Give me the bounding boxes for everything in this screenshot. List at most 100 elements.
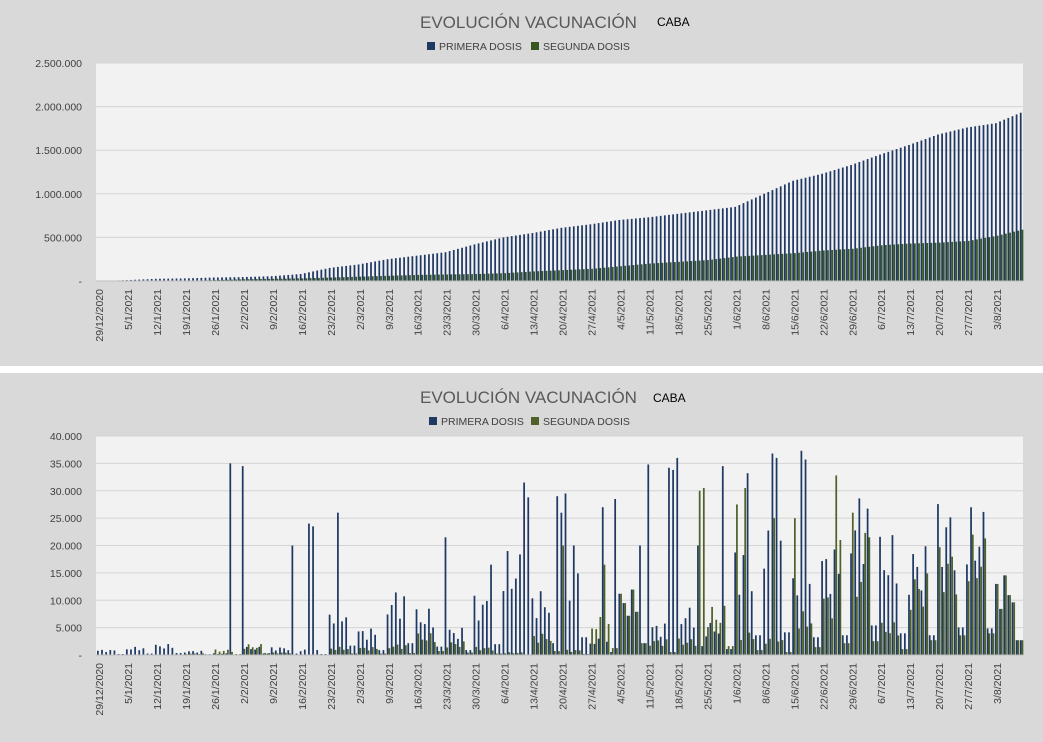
bar-primera-dosis <box>775 188 778 281</box>
bar-primera-dosis <box>688 212 691 281</box>
x-tick-label: 18/5/2021 <box>673 289 685 336</box>
x-tick-label: 23/3/2021 <box>442 663 454 710</box>
bar-primera-dosis <box>432 253 434 281</box>
x-tick-label: 27/7/2021 <box>963 663 975 710</box>
bar-primera-dosis <box>717 208 720 281</box>
x-tick-label: 9/2/2021 <box>268 289 280 330</box>
bar-segunda-dosis <box>318 277 320 281</box>
bar-segunda-dosis <box>417 633 420 655</box>
bar-segunda-dosis <box>645 263 647 281</box>
bar-segunda-dosis <box>628 615 631 655</box>
bar-segunda-dosis <box>558 270 560 281</box>
bar-primera-dosis <box>783 184 786 281</box>
bar-segunda-dosis <box>599 616 602 655</box>
bar-segunda-dosis <box>760 650 763 655</box>
bar-segunda-dosis <box>305 278 308 281</box>
bar-primera-dosis <box>105 651 108 655</box>
x-tick-label: 2/3/2021 <box>355 663 367 704</box>
bar-primera-dosis <box>477 620 480 655</box>
bar-segunda-dosis <box>897 244 900 281</box>
bar-primera-dosis <box>668 467 670 655</box>
bar-segunda-dosis <box>967 240 970 281</box>
bar-primera-dosis <box>982 511 985 655</box>
x-tick-label: 26/1/2021 <box>210 289 222 336</box>
bar-primera-dosis <box>382 650 385 655</box>
bar-primera-dosis <box>370 262 372 281</box>
bar-primera-dosis <box>258 276 261 281</box>
bar-primera-dosis <box>879 154 881 281</box>
bar-primera-dosis <box>680 624 683 655</box>
bar-primera-dosis <box>734 552 737 655</box>
bar-primera-dosis <box>891 150 894 281</box>
bar-primera-dosis <box>490 240 492 281</box>
bar-segunda-dosis <box>988 237 991 281</box>
bar-primera-dosis <box>895 583 898 655</box>
bar-segunda-dosis <box>868 246 871 281</box>
bar-primera-dosis <box>908 594 910 655</box>
y-tick-label: 500.000 <box>44 232 82 244</box>
bar-segunda-dosis <box>359 276 362 281</box>
bar-primera-dosis <box>688 607 691 655</box>
bar-segunda-dosis <box>380 653 382 655</box>
bar-primera-dosis <box>800 178 803 281</box>
x-tick-label: 23/2/2021 <box>326 663 338 710</box>
bar-primera-dosis <box>291 274 294 281</box>
x-tick-label: 26/1/2021 <box>210 663 222 710</box>
bar-primera-dosis <box>316 270 319 281</box>
bar-segunda-dosis <box>603 267 606 281</box>
bar-segunda-dosis <box>752 255 755 281</box>
bar-segunda-dosis <box>1005 233 1007 281</box>
bar-segunda-dosis <box>280 652 283 655</box>
bar-primera-dosis <box>978 125 981 281</box>
bar-segunda-dosis <box>885 245 887 281</box>
x-tick-label: 20/4/2021 <box>558 663 570 710</box>
bar-segunda-dosis <box>694 645 697 655</box>
bar-segunda-dosis <box>243 279 246 281</box>
bar-segunda-dosis <box>769 254 771 281</box>
bar-primera-dosis <box>862 564 865 655</box>
bar-primera-dosis <box>407 256 410 281</box>
bar-segunda-dosis <box>711 259 713 281</box>
bar-primera-dosis <box>717 633 720 655</box>
bar-primera-dosis <box>759 195 761 281</box>
bar-primera-dosis <box>899 147 902 281</box>
bar-primera-dosis <box>436 253 439 281</box>
bar-primera-dosis <box>726 649 728 655</box>
bar-segunda-dosis <box>516 272 519 281</box>
bar-segunda-dosis <box>864 247 867 281</box>
y-tick-label: - <box>79 276 83 288</box>
bar-primera-dosis <box>771 453 774 655</box>
bar-segunda-dosis <box>384 275 387 281</box>
bar-segunda-dosis <box>624 603 627 655</box>
bar-primera-dosis <box>995 123 997 281</box>
bar-primera-dosis <box>283 648 285 655</box>
bar-primera-dosis <box>556 228 559 281</box>
bar-segunda-dosis <box>400 275 403 281</box>
bar-segunda-dosis <box>595 268 598 281</box>
chart-subtitle: CABA <box>653 391 686 405</box>
bar-primera-dosis <box>601 507 604 655</box>
bar-primera-dosis <box>1007 595 1010 655</box>
bar-primera-dosis <box>825 172 828 281</box>
bar-primera-dosis <box>903 633 906 655</box>
bar-primera-dosis <box>448 251 451 281</box>
bar-primera-dosis <box>692 627 695 655</box>
y-tick-label: 20.000 <box>50 541 82 553</box>
bar-segunda-dosis <box>549 640 552 655</box>
bar-segunda-dosis <box>682 261 684 281</box>
legend-label-segunda: SEGUNDA DOSIS <box>543 416 630 428</box>
bar-segunda-dosis <box>251 647 254 655</box>
x-tick-label: 25/5/2021 <box>702 289 714 336</box>
bar-segunda-dosis <box>822 250 825 281</box>
bar-segunda-dosis <box>736 256 738 281</box>
bar-segunda-dosis <box>293 278 295 281</box>
bar-primera-dosis <box>589 224 592 281</box>
bar-primera-dosis <box>908 144 910 281</box>
x-tick-label: 4/5/2021 <box>616 663 628 704</box>
bar-primera-dosis <box>817 637 819 655</box>
x-tick-label: 23/2/2021 <box>326 289 338 336</box>
bar-segunda-dosis <box>330 277 333 281</box>
bar-segunda-dosis <box>520 652 523 655</box>
x-tick-label: 5/1/2021 <box>123 289 135 330</box>
bar-segunda-dosis <box>462 274 465 281</box>
